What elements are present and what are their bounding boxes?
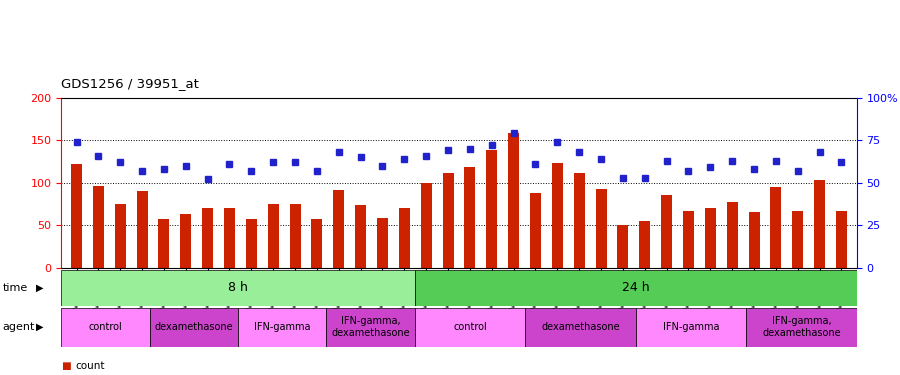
Text: dexamethasone: dexamethasone	[541, 322, 620, 332]
Text: IFN-gamma,
dexamethasone: IFN-gamma, dexamethasone	[331, 316, 410, 338]
Bar	[311, 219, 322, 268]
Bar	[573, 173, 585, 268]
Bar	[420, 183, 432, 268]
Bar	[635, 308, 746, 347]
Text: 8 h: 8 h	[228, 281, 248, 294]
Bar	[137, 191, 148, 268]
Bar	[726, 202, 738, 268]
Text: time: time	[3, 283, 28, 293]
Bar	[508, 134, 519, 268]
Bar	[792, 211, 803, 268]
Text: control: control	[454, 322, 487, 332]
Bar	[639, 221, 650, 268]
Bar	[486, 150, 497, 268]
Bar	[224, 207, 235, 268]
Bar	[267, 204, 279, 268]
Text: dexamethasone: dexamethasone	[155, 322, 233, 332]
Bar	[180, 213, 191, 268]
Bar	[114, 204, 126, 268]
Text: IFN-gamma,
dexamethasone: IFN-gamma, dexamethasone	[762, 316, 841, 338]
Bar	[836, 211, 847, 268]
Bar	[617, 225, 628, 268]
Bar	[202, 207, 213, 268]
Bar	[530, 193, 541, 268]
Bar	[683, 211, 694, 268]
Bar	[71, 164, 82, 268]
Bar	[443, 172, 454, 268]
Bar	[158, 219, 169, 268]
Text: count: count	[76, 361, 105, 370]
Text: ■: ■	[61, 361, 71, 370]
Bar	[596, 189, 607, 268]
Bar	[93, 186, 104, 268]
Bar	[290, 204, 301, 268]
Bar	[238, 308, 327, 347]
Text: 24 h: 24 h	[622, 281, 650, 294]
Text: ▶: ▶	[36, 322, 43, 332]
Bar	[327, 308, 415, 347]
Bar	[61, 308, 149, 347]
Bar	[246, 219, 256, 268]
Bar	[814, 180, 825, 268]
Bar	[552, 163, 562, 268]
Text: GDS1256 / 39951_at: GDS1256 / 39951_at	[61, 77, 199, 90]
Bar	[415, 270, 857, 306]
Bar	[356, 205, 366, 268]
Bar	[770, 187, 781, 268]
Text: IFN-gamma: IFN-gamma	[254, 322, 310, 332]
Bar	[377, 218, 388, 268]
Bar	[749, 212, 760, 268]
Bar	[333, 190, 344, 268]
Text: ▶: ▶	[36, 283, 43, 293]
Bar	[149, 308, 238, 347]
Bar	[61, 270, 415, 306]
Bar	[662, 195, 672, 268]
Text: agent: agent	[3, 322, 35, 332]
Bar	[399, 207, 410, 268]
Bar	[415, 308, 526, 347]
Bar	[526, 308, 635, 347]
Bar	[746, 308, 857, 347]
Text: IFN-gamma: IFN-gamma	[662, 322, 719, 332]
Bar	[705, 207, 716, 268]
Bar	[464, 168, 475, 268]
Text: control: control	[88, 322, 122, 332]
